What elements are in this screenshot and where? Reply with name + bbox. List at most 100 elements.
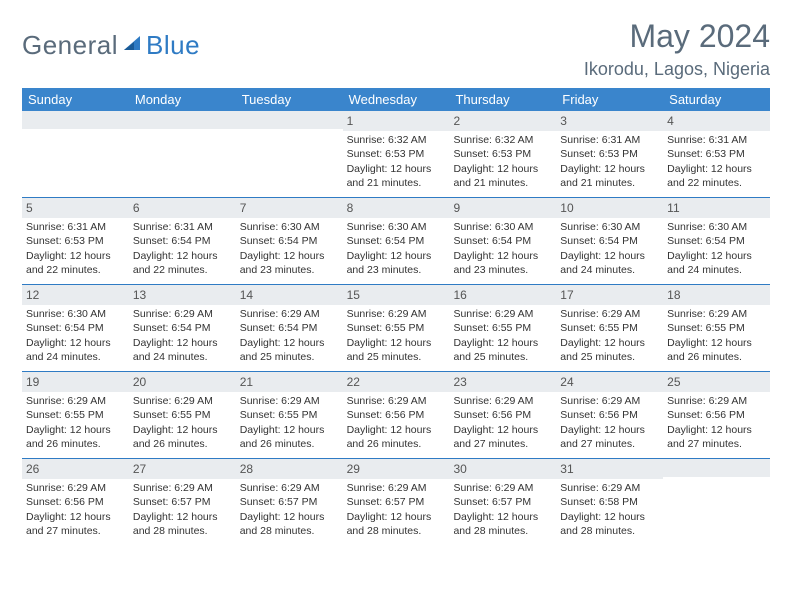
day-number: 24 [556,372,663,392]
calendar: SundayMondayTuesdayWednesdayThursdayFrid… [22,88,770,545]
calendar-week: 12Sunrise: 6:30 AMSunset: 6:54 PMDayligh… [22,285,770,372]
day-number: 12 [22,285,129,305]
sunset-line: Sunset: 6:54 PM [133,234,232,248]
day-number [22,111,129,129]
sunrise-line: Sunrise: 6:29 AM [560,481,659,495]
calendar-day: 31Sunrise: 6:29 AMSunset: 6:58 PMDayligh… [556,459,663,545]
calendar-day: 7Sunrise: 6:30 AMSunset: 6:54 PMDaylight… [236,198,343,284]
day-number: 6 [129,198,236,218]
sunset-line: Sunset: 6:55 PM [347,321,446,335]
sunset-line: Sunset: 6:55 PM [453,321,552,335]
calendar-day: 25Sunrise: 6:29 AMSunset: 6:56 PMDayligh… [663,372,770,458]
day-number: 4 [663,111,770,131]
logo: General Blue [22,30,200,61]
sunrise-line: Sunrise: 6:31 AM [667,133,766,147]
weekday-header: Saturday [663,88,770,111]
sunset-line: Sunset: 6:55 PM [667,321,766,335]
month-title: May 2024 [584,18,770,55]
weekday-header: Sunday [22,88,129,111]
calendar-day-empty [22,111,129,197]
sunrise-line: Sunrise: 6:29 AM [453,481,552,495]
day-number: 28 [236,459,343,479]
day-number: 1 [343,111,450,131]
calendar-week: 1Sunrise: 6:32 AMSunset: 6:53 PMDaylight… [22,111,770,198]
calendar-week: 26Sunrise: 6:29 AMSunset: 6:56 PMDayligh… [22,459,770,545]
daylight-line: Daylight: 12 hours and 26 minutes. [240,423,339,451]
daylight-line: Daylight: 12 hours and 21 minutes. [560,162,659,190]
calendar-day: 13Sunrise: 6:29 AMSunset: 6:54 PMDayligh… [129,285,236,371]
calendar-day-empty [129,111,236,197]
calendar-day: 4Sunrise: 6:31 AMSunset: 6:53 PMDaylight… [663,111,770,197]
calendar-day: 20 Sunrise: 6:29 AMSunset: 6:55 PMDayligh… [129,372,236,458]
location: Ikorodu, Lagos, Nigeria [584,59,770,80]
sunrise-line: Sunrise: 6:29 AM [240,481,339,495]
calendar-day: 1Sunrise: 6:32 AMSunset: 6:53 PMDaylight… [343,111,450,197]
daylight-line: Daylight: 12 hours and 26 minutes. [133,423,232,451]
calendar-day: 29Sunrise: 6:29 AMSunset: 6:57 PMDayligh… [343,459,450,545]
day-number: 8 [343,198,450,218]
sunrise-line: Sunrise: 6:30 AM [26,307,125,321]
title-block: May 2024 Ikorodu, Lagos, Nigeria [584,18,770,80]
calendar-day: 22Sunrise: 6:29 AMSunset: 6:56 PMDayligh… [343,372,450,458]
daylight-line: Daylight: 12 hours and 23 minutes. [453,249,552,277]
daylight-line: Daylight: 12 hours and 21 minutes. [453,162,552,190]
calendar-day: 14Sunrise: 6:29 AMSunset: 6:54 PMDayligh… [236,285,343,371]
day-number: 7 [236,198,343,218]
weekday-header: Monday [129,88,236,111]
daylight-line: Daylight: 12 hours and 25 minutes. [560,336,659,364]
sunset-line: Sunset: 6:53 PM [347,147,446,161]
daylight-line: Daylight: 12 hours and 24 minutes. [560,249,659,277]
calendar-day-empty [236,111,343,197]
day-number: 23 [449,372,556,392]
calendar-day: 16Sunrise: 6:29 AMSunset: 6:55 PMDayligh… [449,285,556,371]
day-number: 3 [556,111,663,131]
sunrise-line: Sunrise: 6:29 AM [347,481,446,495]
calendar-day: 6Sunrise: 6:31 AMSunset: 6:54 PMDaylight… [129,198,236,284]
sunset-line: Sunset: 6:57 PM [347,495,446,509]
weekday-header: Friday [556,88,663,111]
calendar-day: 11Sunrise: 6:30 AMSunset: 6:54 PMDayligh… [663,198,770,284]
sunset-line: Sunset: 6:57 PM [133,495,232,509]
sunrise-line: Sunrise: 6:29 AM [133,307,232,321]
calendar-day: 27Sunrise: 6:29 AMSunset: 6:57 PMDayligh… [129,459,236,545]
weekday-header: Thursday [449,88,556,111]
sunset-line: Sunset: 6:55 PM [133,408,232,422]
sunrise-line: Sunrise: 6:29 AM [26,481,125,495]
day-number: 31 [556,459,663,479]
day-number: 14 [236,285,343,305]
sunrise-line: Sunrise: 6:29 AM [133,481,232,495]
calendar-week: 19Sunrise: 6:29 AMSunset: 6:55 PMDayligh… [22,372,770,459]
weekday-header: Wednesday [343,88,450,111]
sunrise-line: Sunrise: 6:29 AM [347,307,446,321]
day-number: 16 [449,285,556,305]
daylight-line: Daylight: 12 hours and 21 minutes. [347,162,446,190]
day-number [663,459,770,477]
calendar-day: 19Sunrise: 6:29 AMSunset: 6:55 PMDayligh… [22,372,129,458]
daylight-line: Daylight: 12 hours and 26 minutes. [26,423,125,451]
logo-text-blue: Blue [146,30,200,60]
calendar-day: 24Sunrise: 6:29 AMSunset: 6:56 PMDayligh… [556,372,663,458]
sunrise-line: Sunrise: 6:29 AM [667,394,766,408]
calendar-day-empty [663,459,770,545]
daylight-line: Daylight: 12 hours and 23 minutes. [240,249,339,277]
calendar-day: 30Sunrise: 6:29 AMSunset: 6:57 PMDayligh… [449,459,556,545]
sunset-line: Sunset: 6:56 PM [453,408,552,422]
daylight-line: Daylight: 12 hours and 25 minutes. [453,336,552,364]
day-number: 25 [663,372,770,392]
sunrise-line: Sunrise: 6:30 AM [240,220,339,234]
calendar-day: 26Sunrise: 6:29 AMSunset: 6:56 PMDayligh… [22,459,129,545]
calendar-day: 18Sunrise: 6:29 AMSunset: 6:55 PMDayligh… [663,285,770,371]
day-number: 20 [129,372,236,392]
sunset-line: Sunset: 6:57 PM [240,495,339,509]
calendar-day: 23Sunrise: 6:29 AMSunset: 6:56 PMDayligh… [449,372,556,458]
calendar-day: 28Sunrise: 6:29 AMSunset: 6:57 PMDayligh… [236,459,343,545]
day-number: 30 [449,459,556,479]
calendar-day: 2Sunrise: 6:32 AMSunset: 6:53 PMDaylight… [449,111,556,197]
daylight-line: Daylight: 12 hours and 27 minutes. [26,510,125,538]
day-number: 5 [22,198,129,218]
daylight-line: Daylight: 12 hours and 22 minutes. [133,249,232,277]
calendar-day: 9Sunrise: 6:30 AMSunset: 6:54 PMDaylight… [449,198,556,284]
sunset-line: Sunset: 6:56 PM [560,408,659,422]
sunrise-line: Sunrise: 6:29 AM [133,394,232,408]
daylight-line: Daylight: 12 hours and 27 minutes. [453,423,552,451]
